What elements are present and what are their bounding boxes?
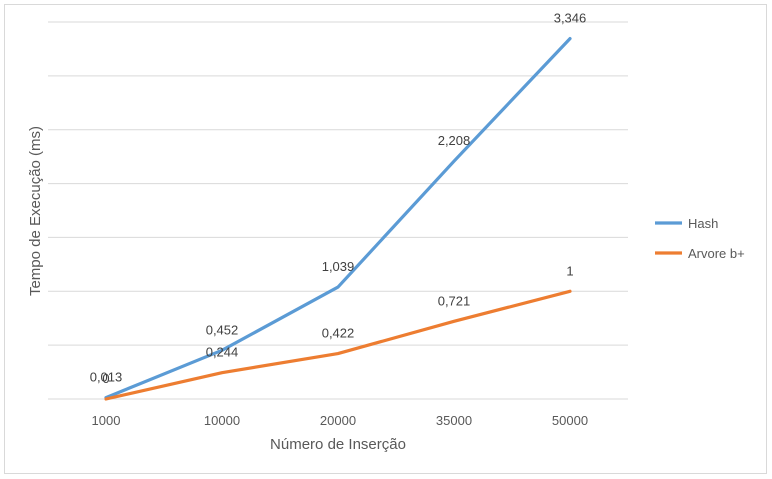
data-label: 2,208 bbox=[438, 133, 471, 148]
data-label: 0,422 bbox=[322, 326, 355, 341]
data-label: 1 bbox=[566, 263, 573, 278]
x-axis-title: Número de Inserção bbox=[270, 436, 406, 453]
x-tick-label: 1000 bbox=[92, 413, 121, 428]
data-label: 0,244 bbox=[206, 345, 239, 360]
legend: Hash Arvore b+ bbox=[655, 216, 745, 261]
chart-frame bbox=[4, 4, 767, 474]
data-label: 0 bbox=[102, 371, 109, 386]
data-label: 0,013 bbox=[90, 370, 123, 385]
y-axis-title: Tempo de Execução (ms) bbox=[27, 126, 44, 296]
series-lines bbox=[104, 36, 572, 401]
x-tick-label: 10000 bbox=[204, 413, 240, 428]
data-label: 1,039 bbox=[322, 259, 355, 274]
data-label: 0,721 bbox=[438, 293, 471, 308]
x-tick-label: 50000 bbox=[552, 413, 588, 428]
legend-label: Hash bbox=[688, 216, 718, 231]
data-label: 3,346 bbox=[554, 11, 587, 26]
x-axis-ticks: 1000 10000 20000 35000 50000 bbox=[92, 413, 589, 428]
data-label: 0,452 bbox=[206, 322, 239, 337]
series-line-hash bbox=[104, 36, 572, 400]
data-labels: 0,013 0,452 1,039 2,208 3,346 0 0,244 0,422 0,72… bbox=[90, 11, 587, 386]
legend-label: Arvore b+ bbox=[688, 246, 745, 261]
gridlines bbox=[48, 21, 628, 400]
x-tick-label: 20000 bbox=[320, 413, 356, 428]
x-tick-label: 35000 bbox=[436, 413, 472, 428]
